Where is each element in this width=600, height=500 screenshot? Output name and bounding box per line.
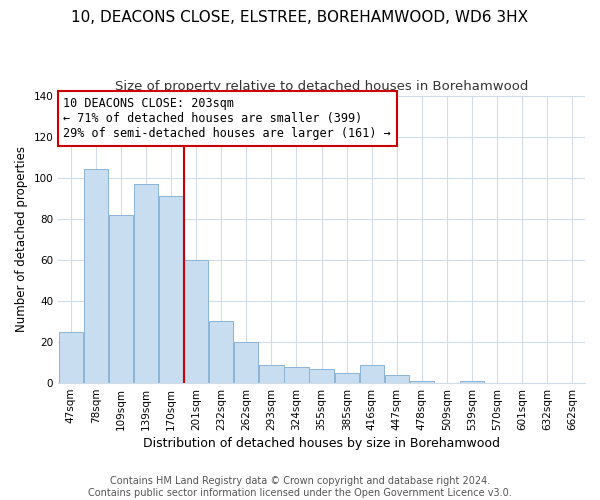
X-axis label: Distribution of detached houses by size in Borehamwood: Distribution of detached houses by size … bbox=[143, 437, 500, 450]
Bar bbox=[284, 366, 308, 383]
Bar bbox=[109, 214, 133, 383]
Bar bbox=[359, 364, 384, 383]
Bar bbox=[209, 322, 233, 383]
Bar bbox=[385, 375, 409, 383]
Text: 10, DEACONS CLOSE, ELSTREE, BOREHAMWOOD, WD6 3HX: 10, DEACONS CLOSE, ELSTREE, BOREHAMWOOD,… bbox=[71, 10, 529, 25]
Y-axis label: Number of detached properties: Number of detached properties bbox=[15, 146, 28, 332]
Bar bbox=[410, 381, 434, 383]
Bar bbox=[259, 364, 284, 383]
Bar bbox=[310, 368, 334, 383]
Text: 10 DEACONS CLOSE: 203sqm
← 71% of detached houses are smaller (399)
29% of semi-: 10 DEACONS CLOSE: 203sqm ← 71% of detach… bbox=[64, 97, 391, 140]
Bar bbox=[335, 373, 359, 383]
Bar bbox=[184, 260, 208, 383]
Text: Contains HM Land Registry data © Crown copyright and database right 2024.
Contai: Contains HM Land Registry data © Crown c… bbox=[88, 476, 512, 498]
Bar bbox=[134, 184, 158, 383]
Bar bbox=[159, 196, 183, 383]
Bar bbox=[234, 342, 259, 383]
Bar bbox=[460, 381, 484, 383]
Bar bbox=[59, 332, 83, 383]
Bar bbox=[83, 170, 108, 383]
Title: Size of property relative to detached houses in Borehamwood: Size of property relative to detached ho… bbox=[115, 80, 528, 93]
